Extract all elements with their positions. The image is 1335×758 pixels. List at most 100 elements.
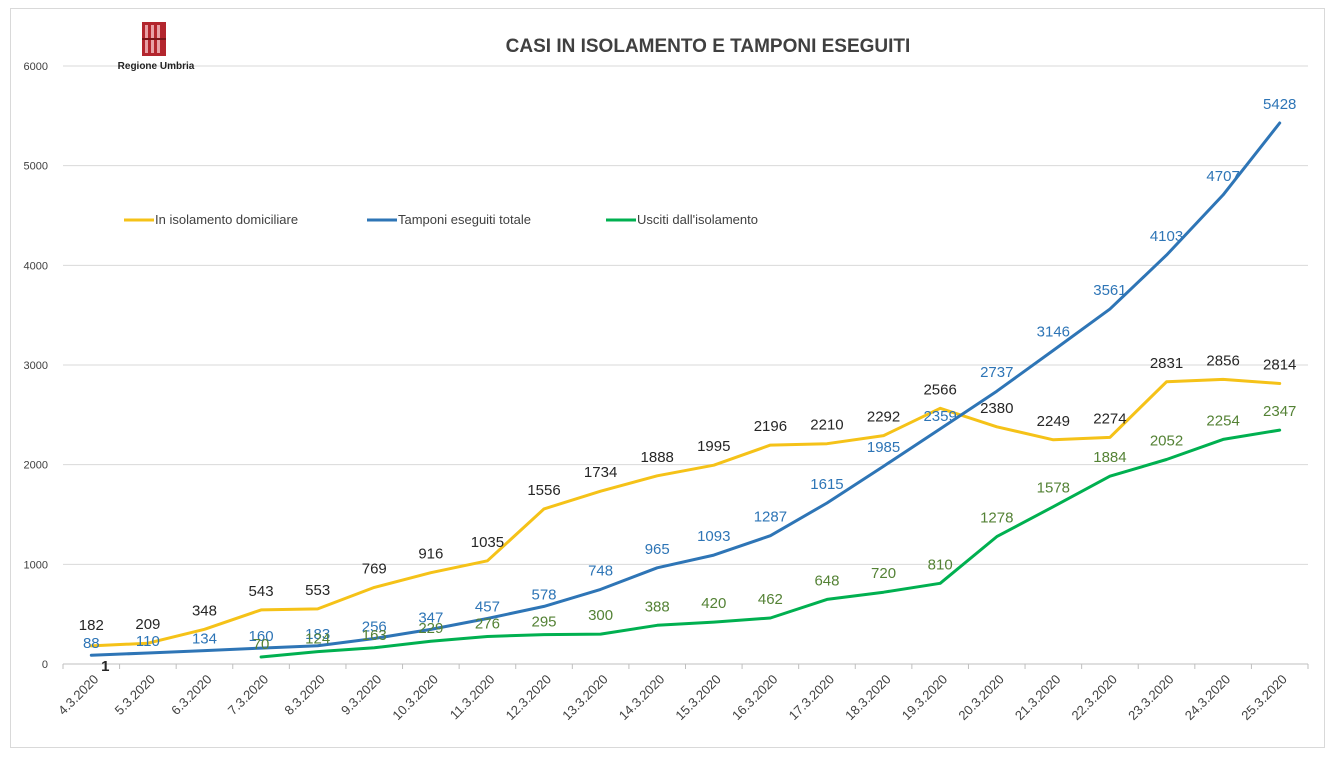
x-tick-label: 13.3.2020 <box>559 672 611 724</box>
y-tick-label: 0 <box>42 659 48 671</box>
data-label: 965 <box>645 541 670 558</box>
data-label: 2249 <box>1037 413 1070 430</box>
x-tick-label: 23.3.2020 <box>1125 672 1177 724</box>
data-label: 3561 <box>1093 282 1126 299</box>
chart-frame <box>10 8 1325 748</box>
x-tick-label: 14.3.2020 <box>616 672 668 724</box>
data-label: 348 <box>192 602 217 619</box>
y-tick-label: 1000 <box>24 559 48 571</box>
data-label: 163 <box>362 627 387 644</box>
data-label: 1093 <box>697 528 730 545</box>
data-label: 300 <box>588 607 613 624</box>
region-umbria-logo: Regione Umbria <box>118 22 195 72</box>
data-label: 4707 <box>1206 168 1239 185</box>
legend-label: In isolamento domiciliare <box>155 212 298 227</box>
data-label: 720 <box>871 565 896 582</box>
x-tick-label: 17.3.2020 <box>786 672 838 724</box>
data-label: 1556 <box>527 482 560 499</box>
series-line <box>259 428 1282 659</box>
data-label: 2254 <box>1206 412 1239 429</box>
x-tick-label: 22.3.2020 <box>1069 672 1121 724</box>
data-label: 543 <box>249 583 274 600</box>
series-lines <box>89 121 1282 659</box>
x-tick-label: 12.3.2020 <box>503 672 555 724</box>
data-label: 388 <box>645 598 670 615</box>
data-label: 2566 <box>923 381 956 398</box>
data-label: 88 <box>83 635 100 652</box>
data-label: 2347 <box>1263 403 1296 420</box>
data-label: 916 <box>418 546 443 563</box>
data-label: 748 <box>588 562 613 579</box>
data-label: 160 <box>249 628 274 645</box>
legend-item: Tamponi eseguiti totale <box>367 212 531 227</box>
y-tick-label: 5000 <box>24 161 48 173</box>
x-tick-label: 9.3.2020 <box>338 672 384 718</box>
x-tick-label: 4.3.2020 <box>55 672 101 718</box>
data-label: 462 <box>758 591 783 608</box>
y-tick-label: 4000 <box>24 260 48 272</box>
x-tick-label: 11.3.2020 <box>447 672 498 723</box>
gridlines <box>63 65 1308 665</box>
series-line <box>89 121 1282 657</box>
data-label: 295 <box>532 614 557 631</box>
data-label: 134 <box>192 631 217 648</box>
data-label: 1287 <box>754 509 787 526</box>
y-tick-label: 3000 <box>24 360 48 372</box>
data-label: 769 <box>362 560 387 577</box>
series-line <box>89 377 1282 648</box>
data-label: 2196 <box>754 418 787 435</box>
data-label: 2831 <box>1150 355 1183 372</box>
x-tick-label: 8.3.2020 <box>281 672 327 718</box>
data-label: 1884 <box>1093 449 1126 466</box>
data-label: 276 <box>475 615 500 632</box>
annotation-label: 1 <box>101 658 109 675</box>
x-tick-label: 10.3.2020 <box>389 672 441 724</box>
x-tick-label: 6.3.2020 <box>168 672 214 718</box>
x-tick-label: 20.3.2020 <box>955 672 1007 724</box>
logo-emblem-icon <box>142 22 166 56</box>
data-label: 5428 <box>1263 96 1296 113</box>
data-label: 256 <box>362 618 387 635</box>
data-label: 2737 <box>980 364 1013 381</box>
data-label: 1615 <box>810 476 843 493</box>
data-label: 1985 <box>867 439 900 456</box>
legend-label: Tamponi eseguiti totale <box>398 212 531 227</box>
y-axis-ticks: 0 1000 2000 3000 4000 5000 6000 <box>24 61 48 671</box>
data-label: 2380 <box>980 400 1013 417</box>
data-label: 70 <box>253 636 270 653</box>
legend: In isolamento domiciliare Tamponi eseguit… <box>124 212 758 227</box>
data-label: 347 <box>418 609 443 626</box>
x-tick-label: 7.3.2020 <box>225 672 271 718</box>
data-label: 1278 <box>980 510 1013 527</box>
x-tick-label: 25.3.2020 <box>1238 672 1290 724</box>
data-label: 457 <box>475 598 500 615</box>
data-label: 1995 <box>697 438 730 455</box>
data-label: 229 <box>418 620 443 637</box>
y-tick-label: 2000 <box>24 460 48 472</box>
data-label: 553 <box>305 582 330 599</box>
data-label: 1734 <box>584 464 617 481</box>
logo-label: Regione Umbria <box>118 61 195 72</box>
legend-item: In isolamento domiciliare <box>124 212 298 227</box>
data-label: 3146 <box>1037 323 1070 340</box>
data-label: 2856 <box>1206 352 1239 369</box>
data-label: 2292 <box>867 409 900 426</box>
data-label: 2052 <box>1150 432 1183 449</box>
data-label: 4103 <box>1150 228 1183 245</box>
legend-label: Usciti dall'isolamento <box>637 212 758 227</box>
data-label: 420 <box>701 595 726 612</box>
legend-item: Usciti dall'isolamento <box>606 212 758 227</box>
data-label: 1578 <box>1037 480 1070 497</box>
x-axis-ticks: 4.3.2020 5.3.2020 6.3.2020 7.3.2020 8.3.2020… <box>55 664 1309 724</box>
x-tick-label: 15.3.2020 <box>672 672 724 724</box>
x-tick-label: 19.3.2020 <box>899 672 951 724</box>
data-label: 110 <box>136 633 160 650</box>
x-tick-label: 18.3.2020 <box>842 672 894 724</box>
data-label: 182 <box>79 617 104 634</box>
data-label: 810 <box>928 556 953 573</box>
data-label: 2274 <box>1093 410 1126 427</box>
chart-title: CASI IN ISOLAMENTO E TAMPONI ESEGUITI <box>506 36 911 57</box>
data-label: 2814 <box>1263 357 1296 374</box>
data-label: 2359 <box>923 408 956 425</box>
